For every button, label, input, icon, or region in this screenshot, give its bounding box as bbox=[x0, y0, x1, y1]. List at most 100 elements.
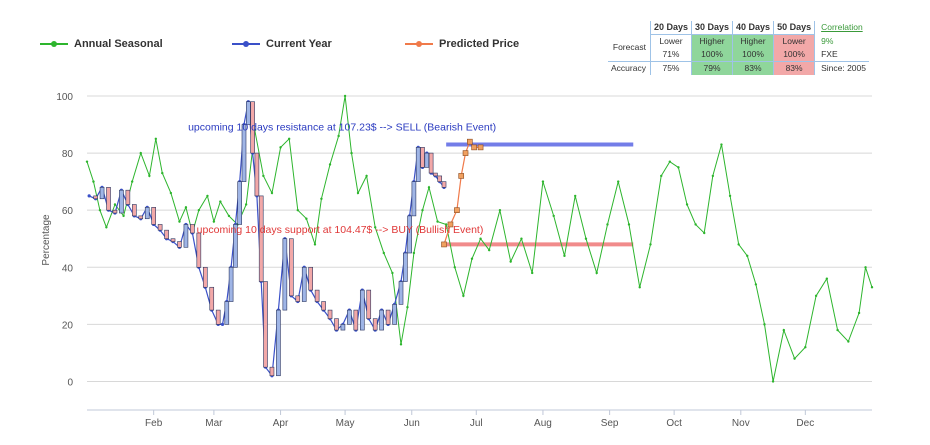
annual-point bbox=[509, 260, 512, 263]
current-candle bbox=[403, 252, 408, 282]
annual-point bbox=[365, 174, 368, 178]
annual-point bbox=[746, 254, 749, 258]
stats-header-40: 40 Days bbox=[732, 21, 774, 35]
stats-header-30: 30 Days bbox=[690, 21, 733, 35]
current-candle bbox=[276, 309, 281, 377]
annual-point bbox=[793, 357, 796, 360]
annual-point bbox=[421, 208, 424, 212]
correlation-link[interactable]: Correlation bbox=[814, 21, 869, 35]
annual-point bbox=[169, 191, 173, 195]
annual-point bbox=[462, 294, 465, 298]
current-candle bbox=[334, 318, 339, 331]
legend-current-year[interactable]: Current Year bbox=[232, 38, 332, 50]
annual-point bbox=[584, 237, 588, 240]
forecast-50-dir: Lower bbox=[773, 34, 815, 48]
current-candle bbox=[420, 147, 425, 168]
current-year-swatch-icon bbox=[232, 39, 260, 49]
predicted-price-swatch-icon bbox=[405, 39, 433, 49]
annual-point bbox=[356, 191, 360, 195]
y-tick-label-60: 60 bbox=[62, 206, 74, 217]
annual-point bbox=[720, 143, 723, 146]
level-lines bbox=[446, 142, 634, 247]
annual-seasonal-swatch-icon bbox=[40, 39, 68, 49]
annual-point bbox=[85, 160, 89, 163]
legend-annual-seasonal[interactable]: Annual Seasonal bbox=[40, 38, 163, 50]
current-candle bbox=[258, 195, 264, 282]
annual-point bbox=[804, 346, 807, 349]
current-candle bbox=[385, 309, 391, 325]
current-candle bbox=[424, 152, 430, 168]
current-candle bbox=[170, 238, 176, 242]
annual-point bbox=[771, 380, 775, 383]
predicted-candle bbox=[441, 241, 447, 248]
annual-point bbox=[552, 214, 555, 218]
forecast-row-label: Forecast bbox=[612, 42, 646, 53]
resistance-annotation: upcoming 10 days resistance at 107.23$ -… bbox=[188, 121, 496, 133]
annual-point bbox=[262, 174, 265, 178]
y-tick-label-80: 80 bbox=[62, 149, 74, 160]
annual-point bbox=[617, 180, 620, 183]
x-tick-label-apr: Apr bbox=[273, 418, 289, 429]
annual-point bbox=[373, 226, 377, 229]
annual-point bbox=[139, 151, 142, 155]
annual-point bbox=[711, 174, 715, 178]
x-tick-label-jun: Jun bbox=[404, 418, 420, 429]
y-tick-label-40: 40 bbox=[62, 263, 74, 274]
annual-point bbox=[122, 214, 125, 218]
current-candle bbox=[433, 172, 438, 177]
x-axis: Feb Mar Apr May Jun Jul Aug Sep Oct Nov Dec bbox=[87, 409, 872, 429]
annual-point bbox=[244, 203, 248, 206]
current-candle bbox=[398, 281, 404, 305]
current-candle bbox=[359, 289, 365, 331]
x-tick-label-nov: Nov bbox=[732, 418, 750, 429]
annual-point bbox=[92, 180, 95, 183]
current-candle bbox=[289, 238, 294, 297]
current-candle bbox=[263, 281, 268, 368]
annual-point bbox=[406, 306, 409, 309]
y-tick-label-0: 0 bbox=[67, 377, 73, 388]
x-tick-label-jul: Jul bbox=[470, 418, 483, 429]
current-candle bbox=[164, 229, 169, 240]
current-candle bbox=[237, 181, 242, 225]
annual-point bbox=[270, 191, 274, 195]
annual-point bbox=[178, 220, 181, 223]
forecast-20-pct: 71% bbox=[649, 48, 692, 62]
annual-point bbox=[453, 266, 456, 269]
annual-point bbox=[825, 277, 829, 280]
current-candle bbox=[215, 309, 221, 325]
legend-predicted-price[interactable]: Predicted Price bbox=[405, 38, 519, 50]
forecast-30-dir: Higher bbox=[690, 34, 733, 48]
forecast-stats-table: 20 Days 30 Days 40 Days 50 Days Correlat… bbox=[608, 21, 869, 75]
legend-predicted-label: Predicted Price bbox=[439, 38, 520, 50]
current-candle bbox=[177, 241, 182, 248]
annual-point bbox=[763, 323, 766, 326]
current-candle bbox=[151, 207, 156, 225]
chart-legend: Annual Seasonal Current Year Predicted P… bbox=[0, 38, 600, 58]
annual-point bbox=[660, 174, 663, 178]
current-candle bbox=[372, 318, 378, 331]
since-label: Since: 2005 bbox=[814, 61, 869, 75]
current-candle bbox=[407, 215, 412, 254]
current-candle bbox=[190, 224, 195, 234]
y-axis-title: Percentage bbox=[41, 214, 52, 266]
current-candle bbox=[183, 224, 189, 248]
predicted-candle bbox=[447, 221, 454, 228]
x-tick-label-dec: Dec bbox=[796, 418, 814, 429]
legend-annual-label: Annual Seasonal bbox=[74, 38, 163, 50]
current-candle bbox=[301, 266, 307, 302]
annual-point bbox=[649, 243, 652, 246]
annual-point bbox=[668, 160, 672, 163]
current-candle bbox=[209, 286, 215, 311]
y-axis-tick-labels: 0 20 40 60 80 100 bbox=[56, 92, 73, 388]
annual-point bbox=[836, 328, 839, 332]
annual-point bbox=[754, 283, 758, 286]
current-candle bbox=[241, 124, 247, 182]
annual-point bbox=[864, 266, 867, 269]
current-candle bbox=[144, 207, 150, 220]
current-candle bbox=[132, 204, 137, 217]
annual-point bbox=[320, 197, 323, 200]
x-tick-label-sep: Sep bbox=[601, 418, 619, 429]
current-candle bbox=[246, 101, 251, 125]
annual-point bbox=[148, 174, 151, 178]
